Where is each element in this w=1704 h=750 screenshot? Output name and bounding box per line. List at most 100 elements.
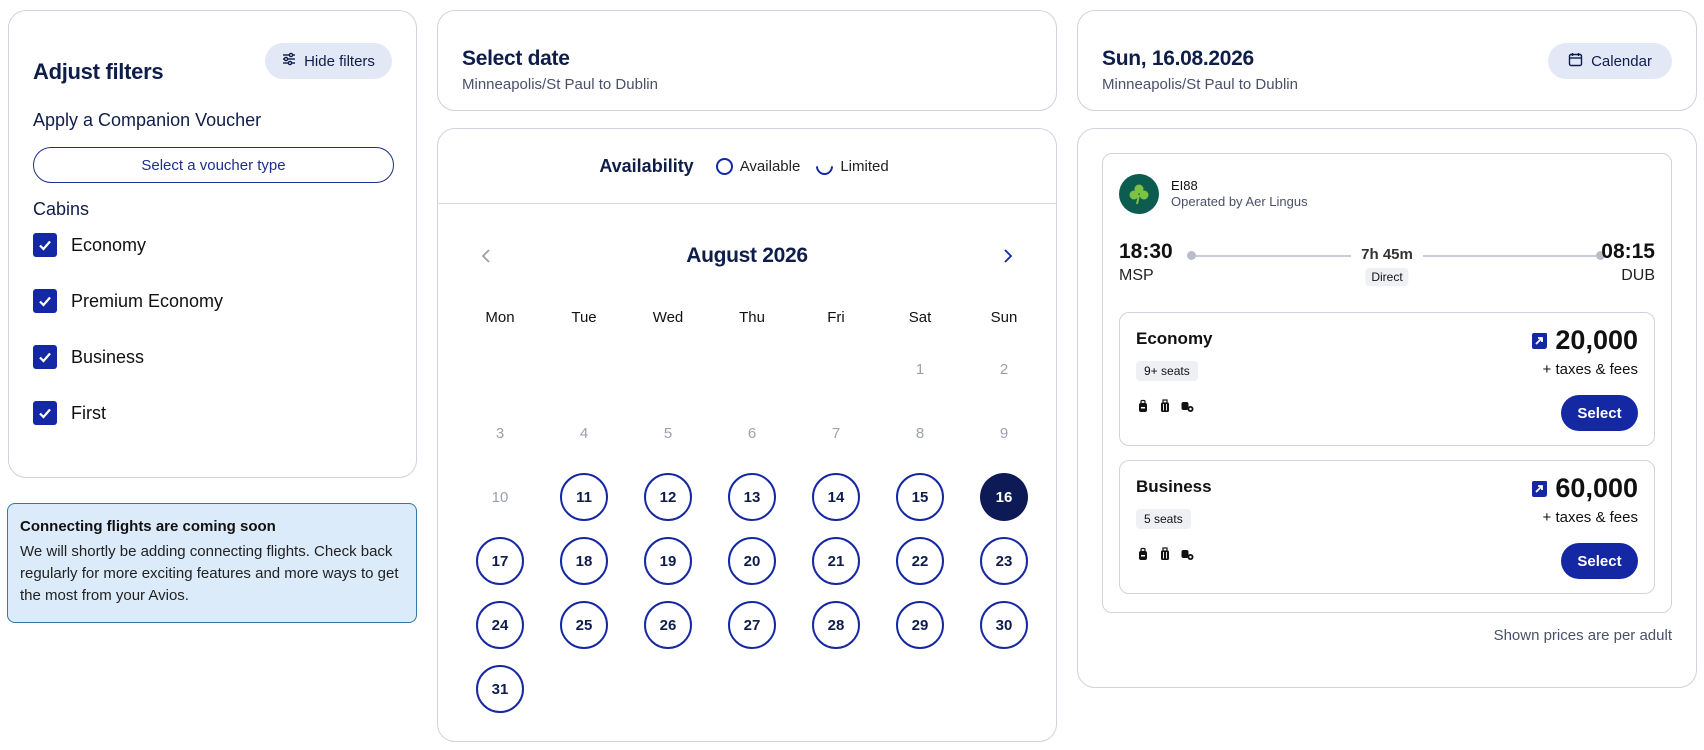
select-date-title: Select date bbox=[462, 47, 570, 70]
legend-available-label: Available bbox=[739, 157, 801, 175]
day-available[interactable]: 23 bbox=[980, 537, 1028, 585]
checkbox-checked-icon[interactable] bbox=[33, 401, 57, 425]
empty-day-cell bbox=[626, 337, 710, 401]
day-available[interactable]: 25 bbox=[560, 601, 608, 649]
day-unavailable: 1 bbox=[915, 360, 925, 378]
day-cell: 26 bbox=[626, 593, 710, 657]
empty-day-cell bbox=[458, 337, 542, 401]
suitcase-icon bbox=[1161, 547, 1169, 560]
availability-label: Availability bbox=[599, 155, 694, 176]
limited-ring-icon bbox=[812, 153, 837, 179]
route-subtitle: Minneapolis/St Paul to Dublin bbox=[1102, 76, 1298, 93]
fare-price: 60,000 bbox=[1529, 473, 1638, 504]
day-available[interactable]: 12 bbox=[644, 473, 692, 521]
day-available[interactable]: 18 bbox=[560, 537, 608, 585]
day-available[interactable]: 30 bbox=[980, 601, 1028, 649]
aer-lingus-shamrock-icon bbox=[1119, 174, 1159, 214]
day-available[interactable]: 21 bbox=[812, 537, 860, 585]
fare-benefit-icons bbox=[1136, 547, 1194, 561]
avios-icon bbox=[1532, 332, 1548, 349]
day-available[interactable]: 20 bbox=[728, 537, 776, 585]
day-unavailable: 3 bbox=[495, 424, 505, 442]
cabin-label: Economy bbox=[71, 234, 147, 255]
day-cell: 30 bbox=[962, 593, 1046, 657]
day-available[interactable]: 28 bbox=[812, 601, 860, 649]
day-cell: 25 bbox=[542, 593, 626, 657]
day-cell: 17 bbox=[458, 529, 542, 593]
day-available[interactable]: 24 bbox=[476, 601, 524, 649]
route-start-dot bbox=[1187, 251, 1196, 260]
flight-results-panel: EI88 Operated by Aer Lingus 18:30 MSP 7h… bbox=[1077, 128, 1697, 688]
taxes-note: + taxes & fees bbox=[1542, 509, 1638, 526]
day-unavailable: 8 bbox=[915, 424, 925, 442]
arrival-airport: DUB bbox=[1621, 267, 1655, 284]
select-economy-button[interactable]: Select bbox=[1561, 395, 1638, 431]
legend-limited-label: Limited bbox=[840, 157, 889, 175]
day-available[interactable]: 11 bbox=[560, 473, 608, 521]
chevron-right-icon[interactable] bbox=[996, 244, 1020, 268]
day-cell: 7 bbox=[794, 401, 878, 465]
day-unavailable: 10 bbox=[491, 488, 509, 506]
day-cell: 20 bbox=[710, 529, 794, 593]
day-selected[interactable]: 16 bbox=[980, 473, 1028, 521]
calendar-button[interactable]: Calendar bbox=[1548, 43, 1672, 79]
day-available[interactable]: 22 bbox=[896, 537, 944, 585]
day-available[interactable]: 26 bbox=[644, 601, 692, 649]
checkbox-checked-icon[interactable] bbox=[33, 233, 57, 257]
day-available[interactable]: 29 bbox=[896, 601, 944, 649]
weekday-label: Sat bbox=[908, 309, 932, 326]
companion-voucher-heading: Apply a Companion Voucher bbox=[33, 110, 262, 130]
available-ring-icon bbox=[715, 157, 733, 175]
taxes-note: + taxes & fees bbox=[1542, 361, 1638, 378]
cabin-business-row[interactable]: Business bbox=[33, 345, 144, 369]
day-available[interactable]: 13 bbox=[728, 473, 776, 521]
day-cell: 16 bbox=[962, 465, 1046, 529]
weekday-label: Sun bbox=[990, 309, 1018, 326]
checkbox-checked-icon[interactable] bbox=[33, 345, 57, 369]
fare-benefit-icons bbox=[1136, 399, 1194, 413]
day-available[interactable]: 17 bbox=[476, 537, 524, 585]
weekday-label: Wed bbox=[652, 309, 684, 326]
avios-icon bbox=[1532, 480, 1548, 497]
day-cell: 8 bbox=[878, 401, 962, 465]
notice-text: We will shortly be adding connecting fli… bbox=[20, 543, 399, 604]
day-available[interactable]: 14 bbox=[812, 473, 860, 521]
day-available[interactable]: 31 bbox=[476, 665, 524, 713]
select-business-button[interactable]: Select bbox=[1561, 543, 1638, 579]
chevron-left-icon[interactable] bbox=[474, 244, 498, 268]
day-cell: 27 bbox=[710, 593, 794, 657]
cabin-first-row[interactable]: First bbox=[33, 401, 106, 425]
day-available[interactable]: 19 bbox=[644, 537, 692, 585]
filters-title: Adjust filters bbox=[33, 59, 164, 84]
checkbox-checked-icon[interactable] bbox=[33, 289, 57, 313]
day-cell: 10 bbox=[458, 465, 542, 529]
seat-selection-icon bbox=[1181, 402, 1194, 412]
select-voucher-button[interactable]: Select a voucher type bbox=[33, 147, 394, 183]
filters-panel: Adjust filters Hide filters Apply a Comp… bbox=[8, 10, 417, 478]
day-cell: 21 bbox=[794, 529, 878, 593]
fare-cabin-name: Economy bbox=[1136, 329, 1213, 348]
month-navigation: August 2026 bbox=[474, 241, 1020, 271]
notice-title: Connecting flights are coming soon bbox=[20, 518, 276, 535]
cabin-premium-economy-row[interactable]: Premium Economy bbox=[33, 289, 223, 313]
day-cell: 9 bbox=[962, 401, 1046, 465]
day-cell: 12 bbox=[626, 465, 710, 529]
departure-airport: MSP bbox=[1119, 267, 1154, 284]
weekday-label: Tue bbox=[571, 309, 597, 326]
seats-badge: 9+ seats bbox=[1136, 361, 1198, 381]
weekday-label: Mon bbox=[485, 309, 515, 326]
fare-cabin-name: Business bbox=[1136, 477, 1212, 496]
day-cell: 14 bbox=[794, 465, 878, 529]
cabin-economy-row[interactable]: Economy bbox=[33, 233, 146, 257]
day-cell: 19 bbox=[626, 529, 710, 593]
backpack-icon bbox=[1139, 399, 1147, 412]
flight-number: EI88 bbox=[1171, 178, 1198, 193]
per-adult-note: Shown prices are per adult bbox=[1493, 627, 1672, 644]
day-available[interactable]: 27 bbox=[728, 601, 776, 649]
day-cell: 3 bbox=[458, 401, 542, 465]
calendar-panel: Availability Available Limited August 20… bbox=[437, 128, 1057, 742]
seats-badge: 5 seats bbox=[1136, 509, 1191, 529]
hide-filters-button[interactable]: Hide filters bbox=[265, 43, 392, 79]
day-available[interactable]: 15 bbox=[896, 473, 944, 521]
day-unavailable: 7 bbox=[831, 424, 841, 442]
